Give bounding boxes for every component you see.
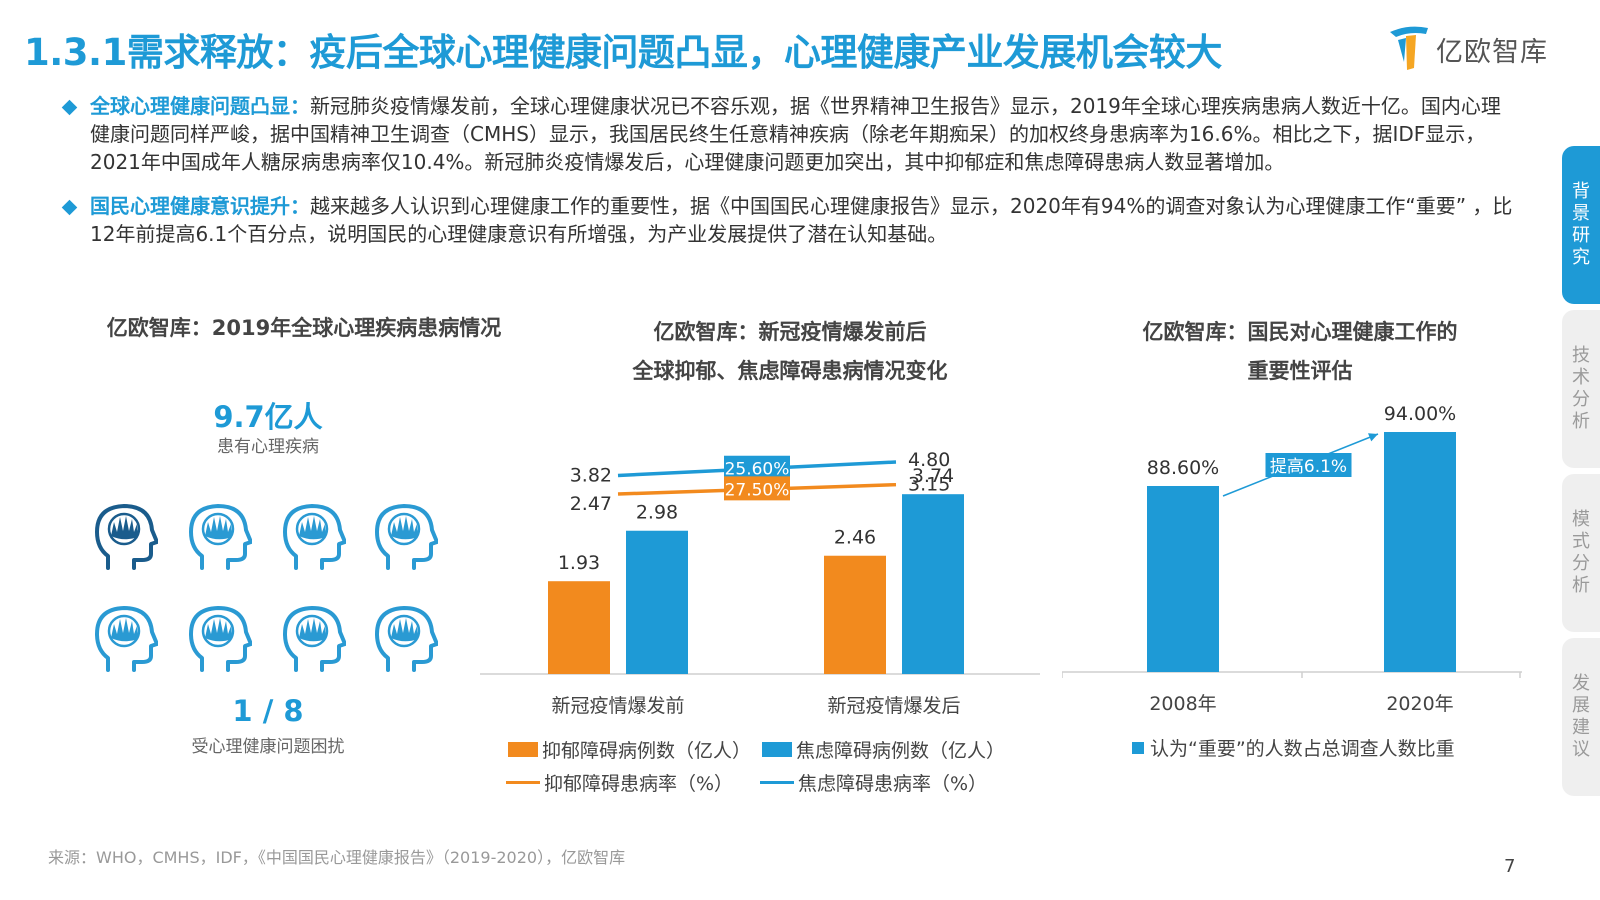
rate-change-badge — [724, 476, 790, 501]
legend-label: 抑郁障碍病例数（亿人） — [542, 740, 752, 762]
logo: 亿欧智库 — [1388, 22, 1558, 74]
tab-model-analysis[interactable]: 模式分析 — [1562, 474, 1600, 632]
legend-line — [506, 781, 540, 784]
bullet-text: 越来越多人认识到心理健康工作的重要性，据《中国国民心理健康报告》显示，2020年… — [90, 194, 1513, 246]
legend-item-anxiety-rate: 焦虑障碍患病率（%） — [760, 769, 987, 796]
bar-value-label: 94.00% — [1384, 403, 1456, 425]
stat-ratio-label: 受心理健康问题困扰 — [191, 737, 345, 757]
source-note: 来源：WHO，CMHS，IDF，《中国国民心理健康报告》（2019-2020），… — [48, 848, 626, 867]
bullet-lead: 全球心理健康问题凸显： — [90, 94, 310, 118]
bar-importance-0 — [1147, 486, 1219, 672]
bullet-lead: 国民心理健康意识提升： — [90, 194, 310, 218]
rate-end-label: 3.15 — [908, 474, 950, 496]
bullet-item: 国民心理健康意识提升：越来越多人认识到心理健康工作的重要性，据《中国国民心理健康… — [60, 192, 1520, 248]
legend-label: 认为“重要”的人数占总调查人数比重 — [1150, 738, 1455, 760]
bar-value-label: 2.46 — [834, 527, 876, 549]
tab-label: 模式分析 — [1572, 509, 1590, 596]
page-number: 7 — [1504, 856, 1516, 877]
bar-depression-1 — [824, 555, 886, 674]
panel3-title-line2: 重要性评估 — [1247, 359, 1353, 383]
page-title: 1.3.1需求释放：疫后全球心理健康问题凸显，心理健康产业发展机会较大 — [24, 31, 1222, 74]
panel3-title-line1: 亿欧智库：国民对心理健康工作的 — [1142, 320, 1458, 344]
legend-item-depression-cases: 抑郁障碍病例数（亿人） — [508, 736, 751, 763]
bar-value-label: 3.74 — [912, 465, 954, 487]
legend-swatch — [1132, 741, 1144, 754]
bar-depression-0 — [548, 581, 610, 674]
bar-anxiety-1 — [902, 494, 964, 674]
legend-label: 抑郁障碍患病率（%） — [544, 773, 734, 795]
diamond-bullet-icon — [61, 99, 78, 116]
legend-line — [760, 781, 794, 784]
panel2-title-line1: 亿欧智库：新冠疫情爆发前后 — [653, 320, 927, 344]
legend-item-anxiety-cases: 焦虑障碍病例数（亿人） — [762, 736, 1005, 763]
legend-item-importance: 认为“重要”的人数占总调查人数比重 — [1132, 734, 1455, 761]
bar-value-label: 2.98 — [636, 502, 678, 524]
head-icon — [282, 604, 347, 674]
tab-background-research[interactable]: 背景研究 — [1562, 146, 1600, 304]
x-tick-label: 2020年 — [1386, 693, 1453, 715]
diamond-bullet-icon — [61, 199, 78, 216]
head-icon — [374, 604, 439, 674]
bullet-text: 新冠肺炎疫情爆发前，全球心理健康状况已不容乐观，据《世界精神卫生报告》显示，20… — [90, 94, 1501, 174]
legend-item-depression-rate: 抑郁障碍患病率（%） — [506, 769, 733, 796]
increase-arrow-head-icon — [1368, 433, 1378, 442]
x-tick-label: 新冠疫情爆发前 — [551, 695, 684, 717]
rate-change-label: 25.60% — [725, 460, 790, 480]
logo-text: 亿欧智库 — [1436, 37, 1548, 68]
head-icon — [188, 502, 253, 572]
stat-patients-value: 9.7亿人 — [213, 400, 323, 434]
bar-anxiety-0 — [626, 530, 688, 674]
head-icon — [188, 604, 253, 674]
legend-label: 焦虑障碍病例数（亿人） — [796, 740, 1006, 762]
head-icon — [282, 502, 347, 572]
legend-label: 焦虑障碍患病率（%） — [798, 773, 988, 795]
tab-label: 技术分析 — [1572, 345, 1590, 432]
rate-change-badge — [724, 455, 790, 480]
increase-badge — [1265, 453, 1352, 477]
bar-importance-1 — [1384, 432, 1456, 672]
head-icon — [94, 604, 159, 674]
tab-label: 背景研究 — [1572, 181, 1590, 268]
x-tick-label: 2008年 — [1149, 693, 1216, 715]
tab-technology-analysis[interactable]: 技术分析 — [1562, 310, 1600, 468]
bar-value-label: 88.60% — [1147, 457, 1219, 479]
increase-label: 提高6.1% — [1270, 457, 1347, 477]
logo-mark-icon — [1390, 26, 1428, 70]
rate-end-label: 4.80 — [908, 449, 950, 471]
head-icon — [374, 502, 439, 572]
bullet-list: 全球心理健康问题凸显：新冠肺炎疫情爆发前，全球心理健康状况已不容乐观，据《世界精… — [60, 92, 1520, 264]
head-highlighted-icon — [94, 502, 159, 572]
bar-value-label: 1.93 — [558, 552, 600, 574]
panel2-title-line2: 全球抑郁、焦虑障碍患病情况变化 — [632, 359, 948, 383]
tab-label: 发展建议 — [1572, 673, 1590, 760]
panel1-title: 亿欧智库：2019年全球心理疾病患病情况 — [106, 316, 502, 340]
legend-swatch — [508, 742, 538, 757]
stat-ratio-value: 1 / 8 — [232, 694, 304, 728]
legend-swatch — [762, 742, 792, 757]
tab-development-suggestions[interactable]: 发展建议 — [1562, 638, 1600, 796]
rate-start-label: 3.82 — [570, 464, 612, 486]
rate-start-label: 2.47 — [570, 493, 612, 515]
x-tick-label: 新冠疫情爆发后 — [827, 695, 960, 717]
covid-disorder-chart: 1.93 2.98 新冠疫情爆发前 2.46 3.74 新冠疫情爆发后 3.82 4.80 25… — [480, 449, 1040, 717]
rate-change-label: 27.50% — [725, 480, 790, 500]
stat-patients-label: 患有心理疾病 — [217, 437, 319, 457]
importance-chart: 88.60% 2008年 94.00% 2020年 提高6.1% — [1062, 403, 1522, 715]
bullet-item: 全球心理健康问题凸显：新冠肺炎疫情爆发前，全球心理健康状况已不容乐观，据《世界精… — [60, 92, 1520, 176]
